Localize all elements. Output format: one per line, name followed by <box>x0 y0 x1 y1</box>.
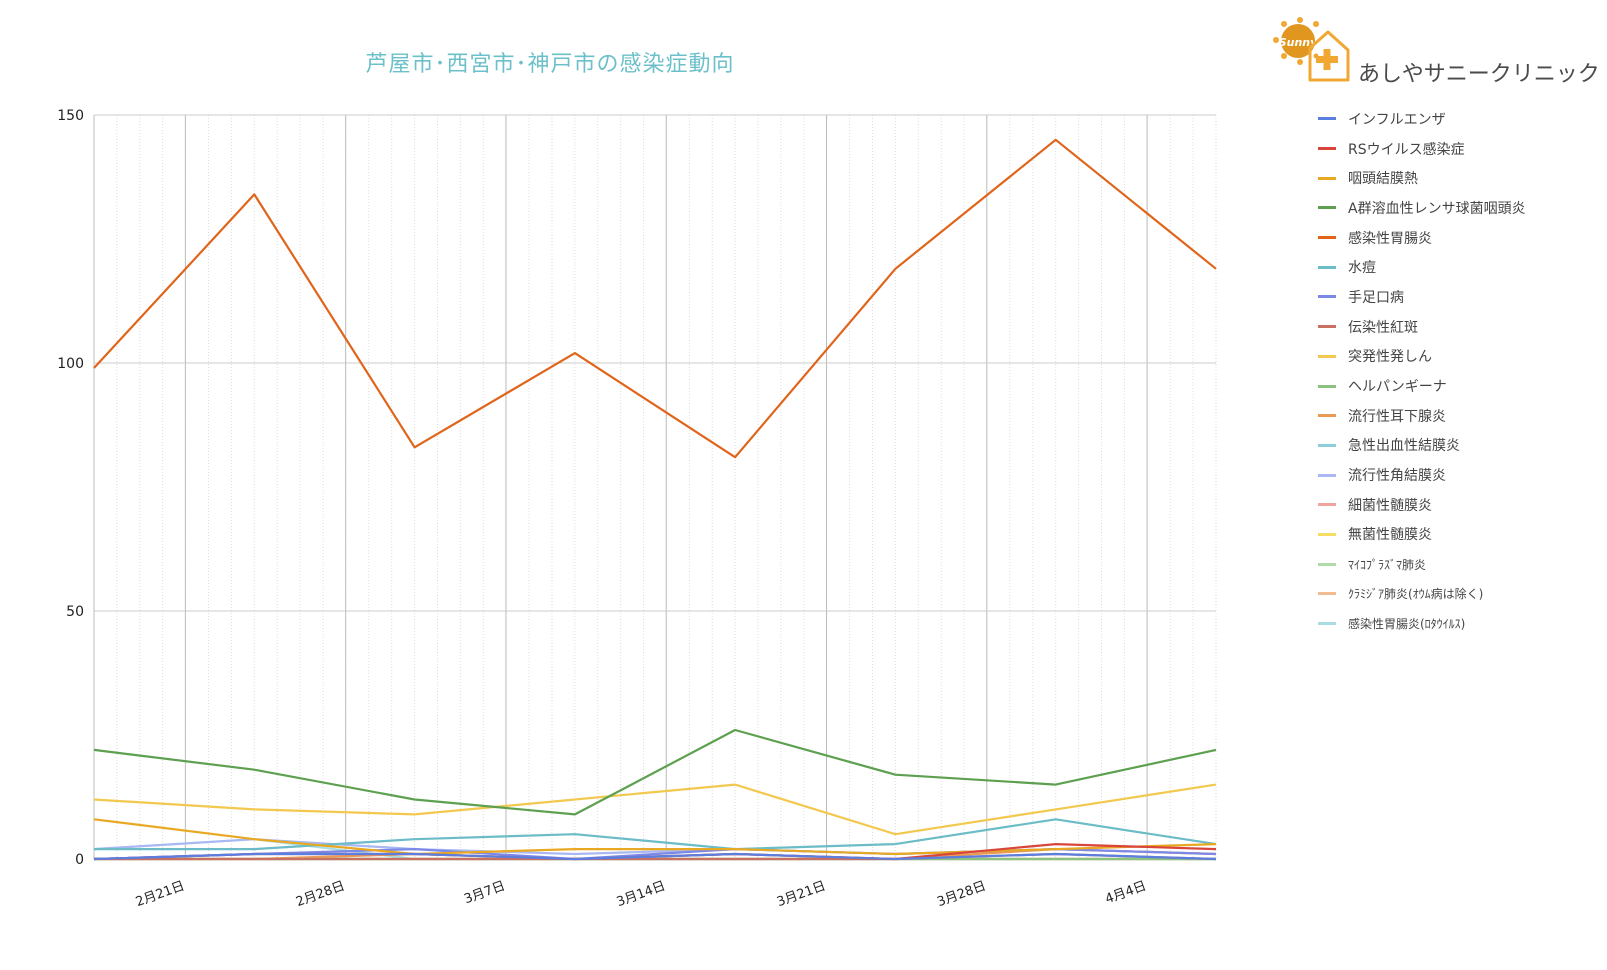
series-line-0 <box>93 852 1217 861</box>
legend-label: ヘルパンギーナ <box>1348 379 1447 396</box>
series-lines <box>93 138 1217 861</box>
legend-item: 無菌性髄膜炎 <box>1318 520 1526 550</box>
legend-item: 突発性発しん <box>1318 342 1526 372</box>
series-line-8 <box>93 783 1217 836</box>
legend-item: A群溶血性レンサ球菌咽頭炎 <box>1318 193 1526 223</box>
legend-label: 無菌性髄膜炎 <box>1348 527 1432 544</box>
legend-swatch <box>1318 592 1336 596</box>
legend-swatch <box>1318 206 1336 210</box>
legend-label: 感染性胃腸炎(ﾛﾀｳｲﾙｽ) <box>1348 617 1466 632</box>
x-tick-label: 3月21日 <box>775 879 828 910</box>
legend-swatch <box>1318 176 1336 180</box>
legend-swatch <box>1318 295 1336 299</box>
x-axis: 2月21日 2月28日 3月7日 3月14日 3月21日 3月28日 4月4日 <box>134 879 1149 910</box>
x-tick-label: 2月21日 <box>134 879 187 910</box>
y-tick-label: 150 <box>57 108 84 124</box>
legend-swatch <box>1318 236 1336 240</box>
legend-label: ｸﾗﾐｼﾞｱ肺炎(ｵｳﾑ病は除く) <box>1348 587 1484 602</box>
legend-label: 突発性発しん <box>1348 349 1432 366</box>
minor-gridlines <box>93 115 1217 859</box>
legend-label: ﾏｲｺﾌﾟﾗｽﾞﾏ肺炎 <box>1348 557 1427 572</box>
y-tick-label: 100 <box>57 356 84 372</box>
legend-swatch <box>1318 265 1336 269</box>
legend-swatch <box>1318 384 1336 388</box>
legend-item: 水痘 <box>1318 252 1526 282</box>
legend-item: ｸﾗﾐｼﾞｱ肺炎(ｵｳﾑ病は除く) <box>1318 579 1526 609</box>
legend-item: 手足口病 <box>1318 282 1526 312</box>
legend-swatch <box>1318 443 1336 447</box>
legend-swatch <box>1318 622 1336 626</box>
y-tick-label: 0 <box>75 852 84 868</box>
clinic-name: あしやサニークリニック <box>1358 62 1600 87</box>
legend-item: 急性出血性結膜炎 <box>1318 431 1526 461</box>
legend-swatch <box>1318 325 1336 329</box>
legend-item: インフルエンザ <box>1318 104 1526 134</box>
legend-item: RSウイルス感染症 <box>1318 134 1526 164</box>
legend-swatch <box>1318 562 1336 566</box>
legend-swatch <box>1318 117 1336 121</box>
y-tick-label: 50 <box>66 604 84 620</box>
legend: インフルエンザ RSウイルス感染症 咽頭結膜熱 A群溶血性レンサ球菌咽頭炎 感染性胃腸炎… <box>1318 104 1526 638</box>
legend-swatch <box>1318 147 1336 151</box>
legend-item: 伝染性紅斑 <box>1318 312 1526 342</box>
legend-label: インフルエンザ <box>1348 111 1446 128</box>
legend-label: A群溶血性レンサ球菌咽頭炎 <box>1348 200 1526 217</box>
legend-label: 流行性耳下腺炎 <box>1348 408 1446 425</box>
legend-swatch <box>1318 532 1336 536</box>
legend-item: 流行性耳下腺炎 <box>1318 401 1526 431</box>
legend-item: 細菌性髄膜炎 <box>1318 490 1526 520</box>
chart-title: 芦屋市･西宮市･神戸市の感染症動向 <box>365 52 735 77</box>
legend-item: 流行性角結膜炎 <box>1318 460 1526 490</box>
legend-swatch <box>1318 503 1336 507</box>
x-tick-label: 3月7日 <box>462 879 507 908</box>
legend-label: 水痘 <box>1348 260 1376 277</box>
legend-label: 伝染性紅斑 <box>1348 319 1418 336</box>
x-tick-label: 2月28日 <box>294 879 347 910</box>
logo-badge-text: Sunny <box>1279 36 1318 49</box>
legend-label: 手足口病 <box>1348 289 1404 306</box>
series-line-5 <box>94 818 1217 851</box>
legend-swatch <box>1318 473 1336 477</box>
series-line-4 <box>93 138 1217 459</box>
legend-label: 細菌性髄膜炎 <box>1348 497 1432 514</box>
legend-swatch <box>1318 354 1336 358</box>
x-tick-label: 3月14日 <box>615 879 668 910</box>
legend-item: ﾏｲｺﾌﾟﾗｽﾞﾏ肺炎 <box>1318 549 1526 579</box>
legend-item: 咽頭結膜熱 <box>1318 163 1526 193</box>
legend-item: 感染性胃腸炎(ﾛﾀｳｲﾙｽ) <box>1318 609 1526 639</box>
x-tick-label: 3月28日 <box>935 879 988 910</box>
sun-house-logo-icon: Sunny <box>1273 17 1350 82</box>
legend-label: 急性出血性結膜炎 <box>1348 438 1460 455</box>
series-line-2 <box>93 818 1217 856</box>
legend-label: 感染性胃腸炎 <box>1348 230 1432 247</box>
legend-swatch <box>1318 414 1336 418</box>
x-tick-label: 4月4日 <box>1103 879 1148 908</box>
legend-label: RSウイルス感染症 <box>1348 141 1465 158</box>
legend-item: ヘルパンギーナ <box>1318 371 1526 401</box>
y-axis: 0 50 100 150 <box>57 108 1216 868</box>
legend-label: 咽頭結膜熱 <box>1348 171 1418 188</box>
series-line-3 <box>93 728 1217 816</box>
clinic-logo: Sunny あしやサニークリニック <box>1270 14 1600 94</box>
major-gridlines <box>184 115 1148 859</box>
legend-item: 感染性胃腸炎 <box>1318 223 1526 253</box>
legend-label: 流行性角結膜炎 <box>1348 468 1446 485</box>
